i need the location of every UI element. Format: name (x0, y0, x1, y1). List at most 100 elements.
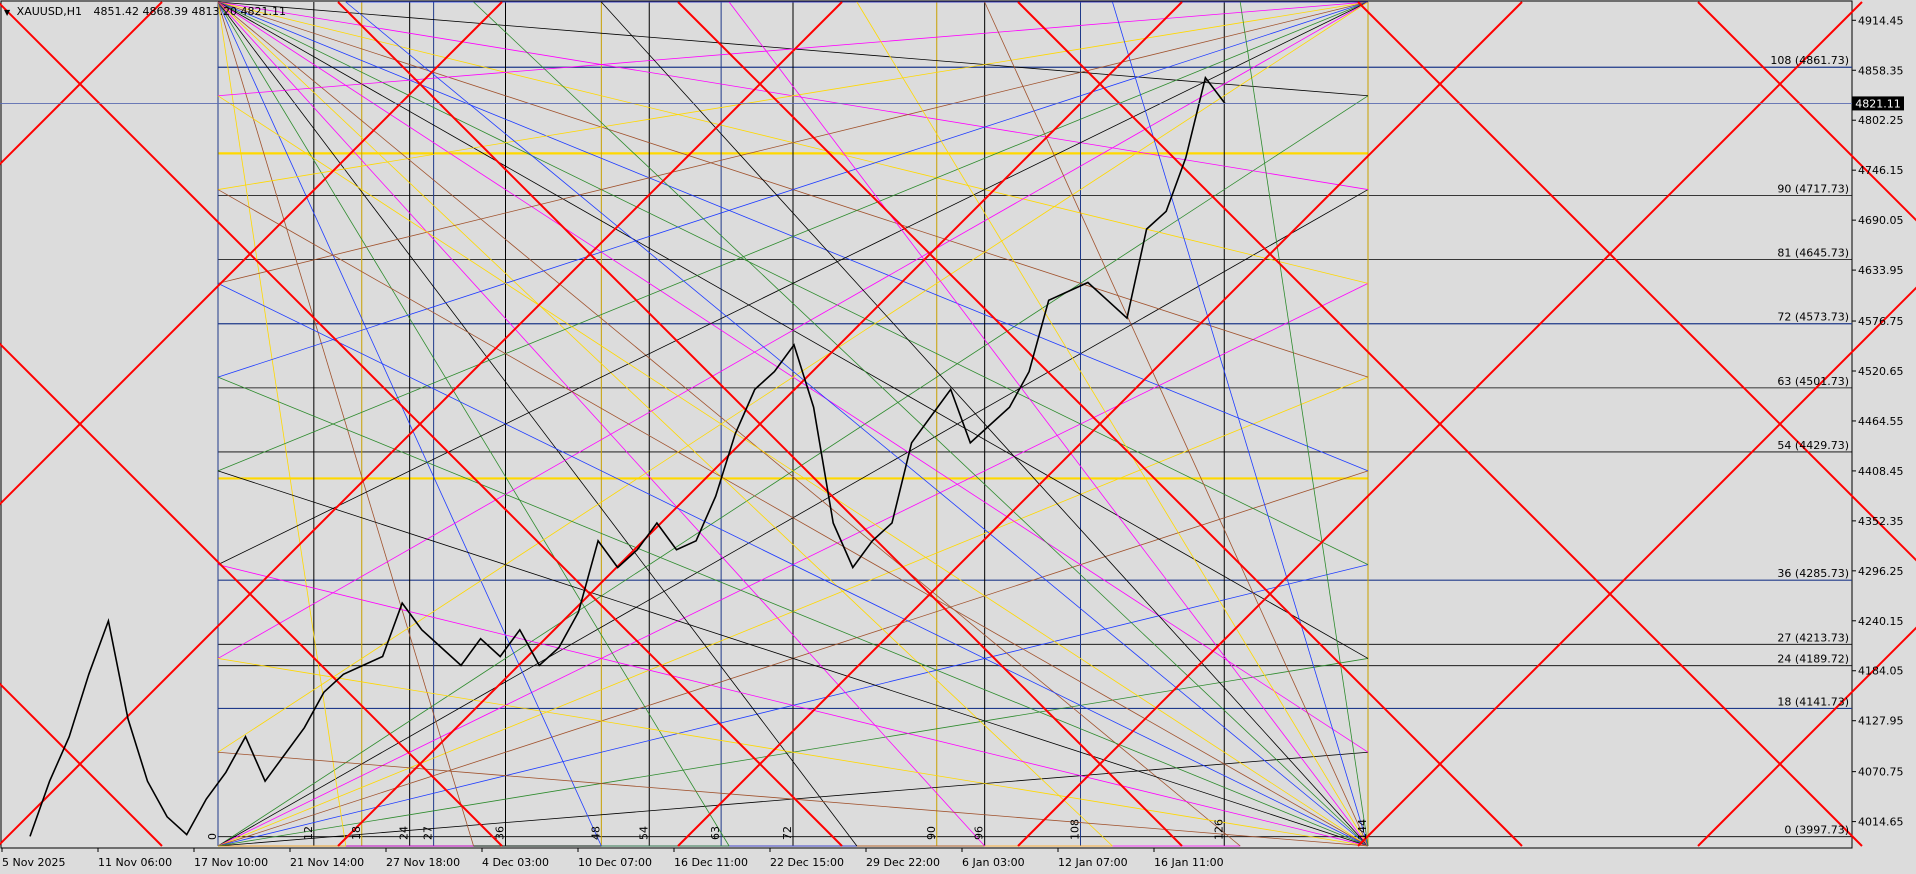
gann-fan-line (217, 282, 1369, 847)
time-axis-label: 22 Dec 15:00 (770, 856, 844, 869)
time-axis-label: 29 Dec 22:00 (866, 856, 940, 869)
time-division-label: 126 (1212, 819, 1225, 840)
gann-level-label: 0 (3997.73) (1784, 824, 1849, 837)
gann-level-label: 108 (4861.73) (1770, 54, 1849, 67)
ohlc-close: 4821.11 (240, 5, 287, 18)
gann-fan-line (217, 1, 1113, 847)
gann-fan-line (217, 189, 1369, 847)
red-diagonal-line (1697, 626, 1916, 847)
time-division-label: 90 (925, 826, 938, 840)
gann-fan-line (217, 1, 858, 847)
gann-fan-line (217, 1, 1369, 659)
time-division-label: 96 (973, 826, 986, 840)
red-diagonal-line (1357, 286, 1916, 847)
time-division-label: 0 (206, 833, 219, 840)
gann-fan-line (217, 1, 1369, 472)
gann-level-label: 72 (4573.73) (1777, 311, 1849, 324)
gann-level-label: 54 (4429.73) (1777, 439, 1849, 452)
time-axis-label: 16 Jan 11:00 (1154, 856, 1224, 869)
gann-fan-line (984, 1, 1369, 847)
gann-fan-line (856, 1, 1369, 847)
time-division-label: 12 (302, 826, 315, 840)
price-axis-label: 4464.55 (1858, 415, 1904, 428)
time-division-label: 108 (1069, 819, 1082, 840)
gann-fan-line (1112, 1, 1369, 847)
gann-level-label: 36 (4285.73) (1777, 567, 1849, 580)
gann-fan-line (217, 1, 1369, 566)
time-division-label: 72 (781, 826, 794, 840)
price-axis-label: 4127.95 (1858, 715, 1904, 728)
time-axis-label: 16 Dec 11:00 (674, 856, 748, 869)
ohlc-low: 4813.20 (191, 5, 238, 18)
gann-fan-line (217, 1, 1369, 378)
gann-fan-line (728, 1, 1369, 847)
price-axis-label: 4520.65 (1858, 365, 1904, 378)
ohlc-high: 4868.39 (142, 5, 189, 18)
gann-fan-line (217, 1, 474, 847)
price-axis-label: 4858.35 (1858, 64, 1904, 77)
red-diagonal-line (0, 682, 163, 847)
time-axis-label: 17 Nov 10:00 (194, 856, 268, 869)
ohlc-open: 4851.42 (93, 5, 140, 18)
time-axis-label: 10 Dec 07:00 (578, 856, 652, 869)
symbol-name: XAUUSD,H1 (16, 5, 83, 18)
time-axis-label: 21 Nov 14:00 (290, 856, 364, 869)
gann-fan-line (217, 1, 1369, 284)
red-diagonal-line (337, 1, 1183, 847)
gann-fan-line (217, 376, 1369, 847)
red-diagonal-line (1697, 1, 1916, 222)
gann-level-label: 81 (4645.73) (1777, 247, 1849, 260)
gann-fan-line (217, 751, 1369, 847)
gann-fan-line (473, 1, 1369, 847)
gann-fan-line (217, 1, 1241, 847)
red-diagonal-line (677, 1, 1523, 847)
plot-frame (0, 0, 1853, 849)
price-axis-label: 4690.05 (1858, 214, 1904, 227)
time-division-label: 27 (422, 826, 435, 840)
time-axis-label: 4 Dec 03:00 (482, 856, 549, 869)
gann-fan-line (217, 470, 1369, 847)
price-axis-label: 4352.35 (1858, 515, 1904, 528)
gann-level-label: 24 (4189.72) (1777, 653, 1849, 666)
current-price-label: 4821.11 (1855, 97, 1901, 110)
gann-level-label: 27 (4213.73) (1777, 631, 1849, 644)
time-division-label: 24 (398, 826, 411, 840)
price-axis-label: 4296.25 (1858, 565, 1904, 578)
time-division-label: 36 (494, 826, 507, 840)
gann-fan-line (217, 1, 985, 847)
gann-fan-line (217, 658, 1369, 847)
price-axis-label: 4184.05 (1858, 665, 1904, 678)
gann-level-label: 63 (4501.73) (1777, 375, 1849, 388)
current-price-badge (1852, 96, 1904, 111)
time-axis-label: 6 Jan 03:00 (962, 856, 1025, 869)
gann-fan-line (217, 95, 1369, 847)
time-division-label: 54 (637, 826, 650, 840)
gann-fan-line (217, 1, 730, 847)
gann-fan-line (1239, 1, 1369, 847)
price-axis-label: 4914.45 (1858, 14, 1904, 27)
gann-fan-line (217, 1, 1369, 753)
price-axis-label: 4240.15 (1858, 615, 1904, 628)
gann-fan-line (345, 1, 1369, 847)
time-division-label: 18 (350, 826, 363, 840)
gann-fan-line (217, 564, 1369, 847)
gann-fan-line (217, 1, 1369, 190)
symbol-header: ▼ XAUUSD,H1 4851.42 4868.39 4813.20 4821… (4, 5, 286, 18)
gann-level-label: 90 (4717.73) (1777, 182, 1849, 195)
red-diagonal-line (0, 342, 503, 847)
time-axis-label: 12 Jan 07:00 (1058, 856, 1128, 869)
time-axis-label: 5 Nov 2025 (2, 856, 65, 869)
collapse-triangle-icon[interactable]: ▼ (4, 8, 11, 17)
time-axis-label: 27 Nov 18:00 (386, 856, 460, 869)
time-division-label: 48 (589, 826, 602, 840)
price-axis-label: 4408.45 (1858, 465, 1904, 478)
price-axis-label: 4746.15 (1858, 164, 1904, 177)
gann-fan-line (217, 1, 1369, 97)
gann-fan-line (601, 1, 1369, 847)
price-axis-label: 4014.65 (1858, 816, 1904, 829)
price-axis-label: 4802.25 (1858, 114, 1904, 127)
price-axis-label: 4576.75 (1858, 315, 1904, 328)
time-division-label: 63 (709, 826, 722, 840)
